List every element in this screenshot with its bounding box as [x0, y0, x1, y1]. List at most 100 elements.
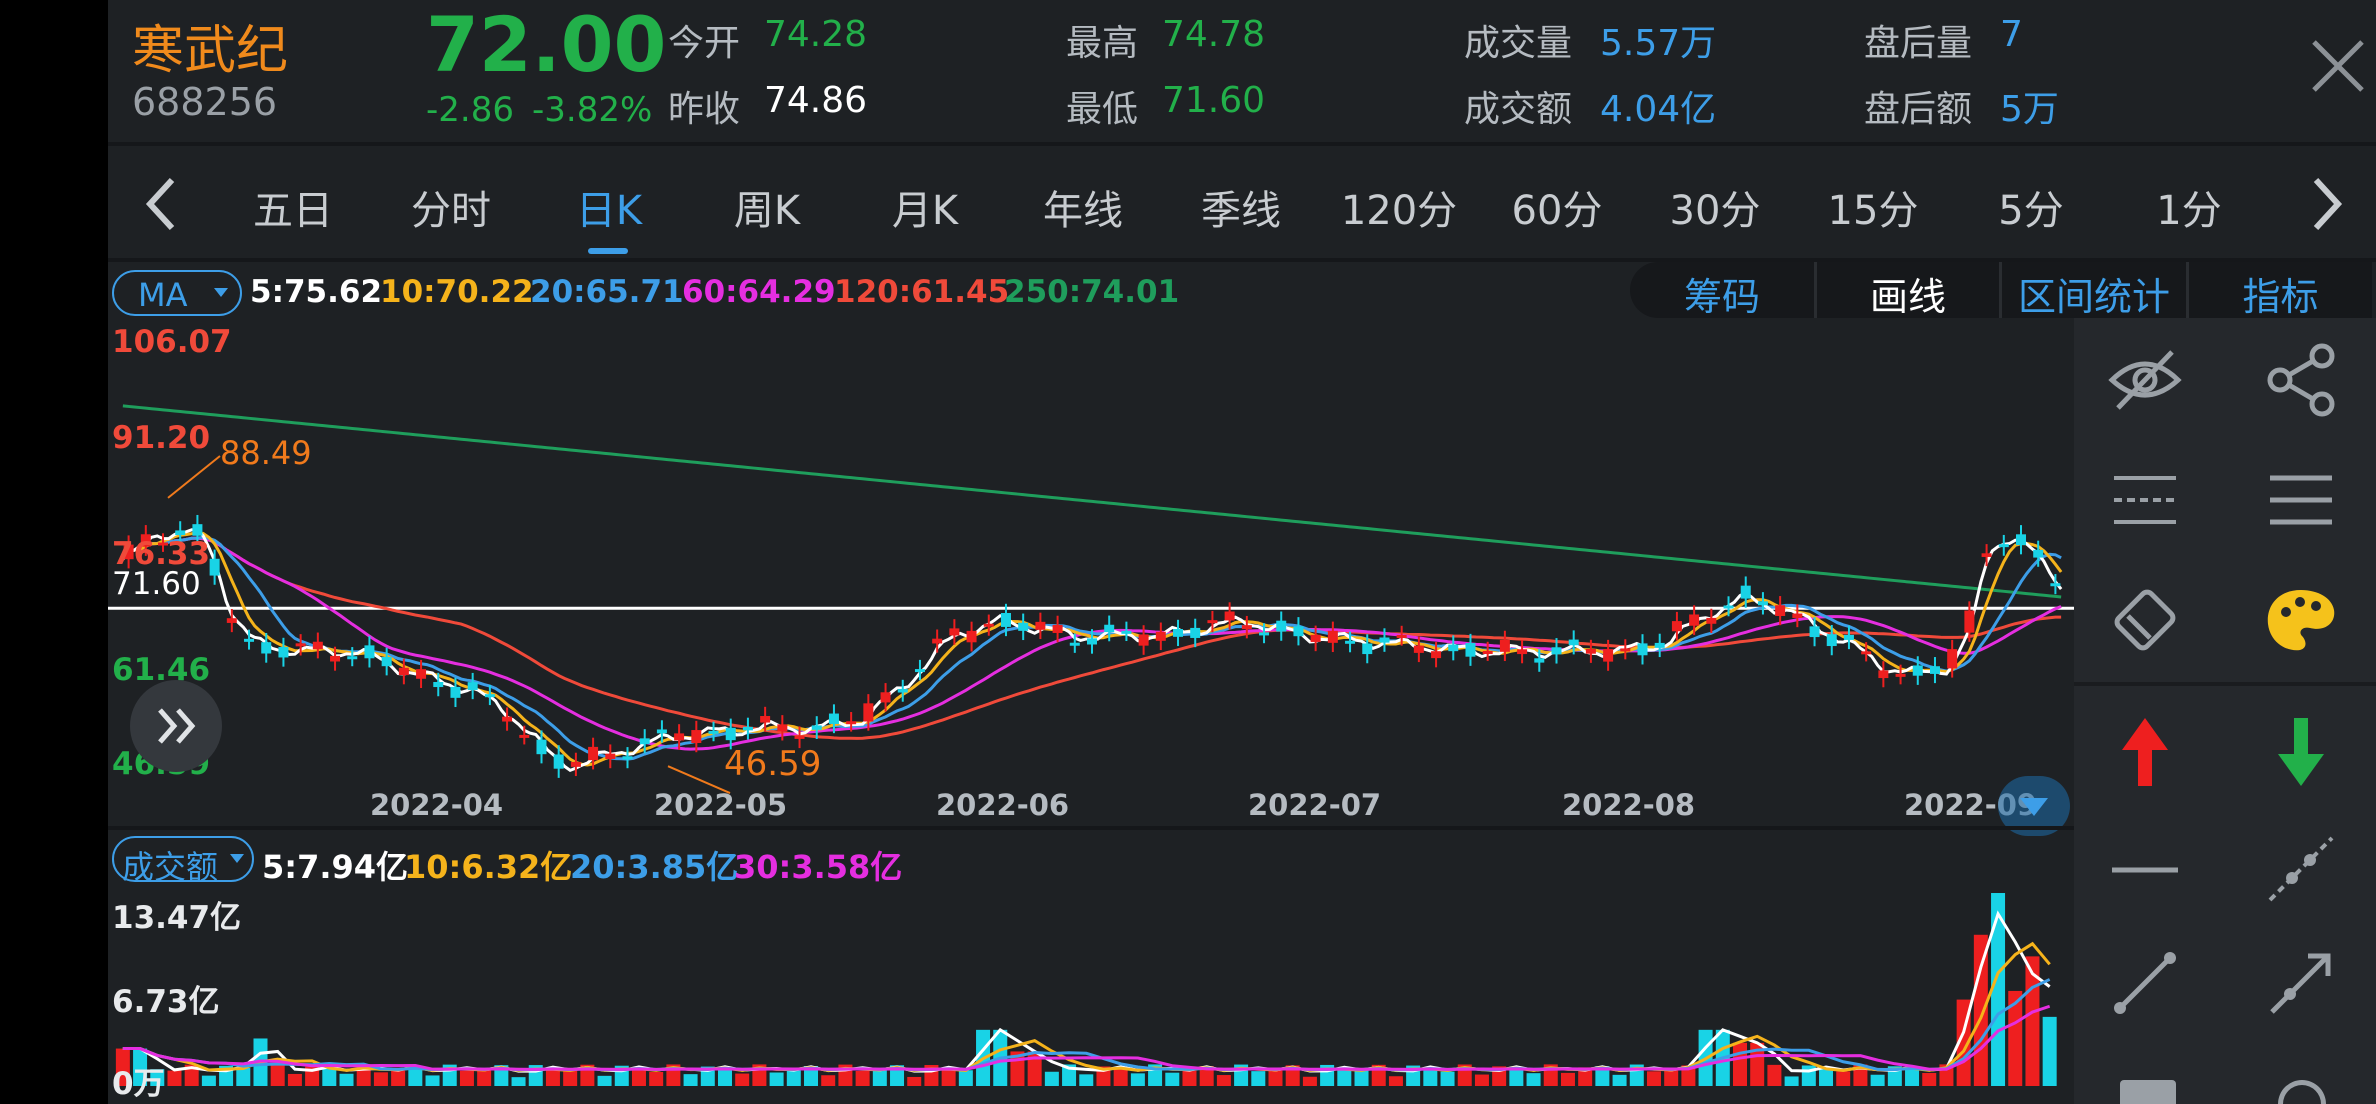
candle-body	[570, 761, 581, 767]
toolbar-divider	[2074, 682, 2376, 686]
tab-monthly-k[interactable]: 月K	[891, 188, 959, 234]
tab-15min[interactable]: 15分	[1827, 188, 1919, 234]
volume-bar	[1285, 1065, 1300, 1086]
volume-bar	[1767, 1064, 1782, 1086]
candle-body	[880, 692, 891, 703]
chevron-left-icon	[145, 177, 175, 231]
candlestick-chart[interactable]	[108, 318, 2074, 822]
volume-bar	[1440, 1071, 1455, 1086]
tab-weekly-k[interactable]: 周K	[733, 188, 801, 234]
candle-body	[2015, 534, 2026, 546]
double-chevron-right-icon	[158, 708, 196, 744]
volume-bar	[769, 1072, 784, 1086]
horizontal-line-icon[interactable]	[2100, 824, 2190, 914]
chart-divider	[108, 826, 2074, 830]
share-icon[interactable]	[2256, 334, 2346, 424]
chips-button[interactable]: 筹码	[1683, 275, 1760, 319]
dotted-ray-icon[interactable]	[2256, 824, 2346, 914]
candle-body	[605, 753, 616, 760]
ma250-value: 250:74.01	[1004, 274, 1180, 310]
candle-body	[1207, 620, 1218, 624]
tab-5min[interactable]: 5分	[1998, 188, 2064, 234]
date-label: 2022-05	[654, 788, 788, 822]
volume-axis-mid: 6.73亿	[112, 984, 220, 1020]
volume-indicator-selector[interactable]: 成交额	[112, 836, 254, 886]
volume-bar	[1251, 1071, 1266, 1086]
tab-quarterly[interactable]: 季线	[1201, 188, 1281, 234]
volume-bar	[717, 1066, 732, 1086]
volume-bar	[1578, 1067, 1593, 1086]
candle-body	[2033, 549, 2044, 558]
candle-body	[932, 638, 943, 644]
tabs-prev-button[interactable]	[138, 174, 188, 234]
expand-button[interactable]	[130, 680, 222, 772]
tab-intraday[interactable]: 分时	[411, 188, 491, 234]
hide-eye-icon[interactable]	[2100, 334, 2190, 424]
volume-bar	[649, 1071, 664, 1086]
range-stats-button[interactable]: 区间统计	[2017, 275, 2170, 319]
ma60-value: 60:64.29	[682, 274, 836, 310]
quote-label-turnover: 成交额	[1464, 89, 1573, 130]
candle-body	[1155, 631, 1166, 641]
volume-bar	[1354, 1070, 1369, 1086]
candle-body	[1792, 613, 1803, 618]
palette-icon[interactable]	[2256, 576, 2346, 666]
chart-tool-group: 筹码 画线 区间统计 指标	[1630, 262, 2372, 319]
candle-body	[1861, 651, 1872, 655]
tab-120min[interactable]: 120分	[1340, 188, 1458, 234]
tab-five-day[interactable]: 五日	[253, 188, 333, 234]
candle-body	[1603, 649, 1614, 662]
volume-bar	[1664, 1068, 1679, 1086]
tab-30min[interactable]: 30分	[1669, 188, 1761, 234]
volume-bar	[1268, 1068, 1283, 1086]
candle-body	[1345, 640, 1356, 644]
tab-yearly[interactable]: 年线	[1043, 188, 1123, 234]
eraser-icon[interactable]	[2100, 576, 2190, 666]
tab-60min[interactable]: 60分	[1511, 188, 1603, 234]
volume-bar	[1681, 1065, 1696, 1086]
close-button[interactable]	[2306, 34, 2370, 98]
candle-body	[1482, 650, 1493, 654]
candle-body	[1947, 649, 1958, 669]
indicator-selector[interactable]: MA	[112, 270, 242, 316]
indicators-button[interactable]: 指标	[2242, 275, 2319, 319]
quote-value-volume: 5.57万	[1600, 23, 1717, 64]
draw-lines-button[interactable]: 画线	[1869, 275, 1946, 319]
volume-selector-label: 成交额	[122, 848, 219, 886]
tool-divider	[1999, 262, 2002, 318]
tab-daily-k[interactable]: 日K	[575, 188, 643, 234]
current-price: 72.00	[426, 0, 667, 89]
volume-bar	[2042, 1016, 2057, 1086]
volume-bar	[1130, 1073, 1145, 1086]
candle-body	[502, 716, 513, 722]
amount-ma10-value: 10:6.32亿	[404, 848, 573, 886]
solid-lines-icon[interactable]	[2256, 456, 2346, 546]
candle-body	[725, 727, 736, 741]
ray-arrow-icon[interactable]	[2256, 938, 2346, 1028]
candle-body	[244, 638, 255, 642]
tab-1min[interactable]: 1分	[2156, 188, 2222, 234]
volume-bar	[1216, 1075, 1231, 1086]
candle-body	[1534, 658, 1545, 663]
up-arrow-icon[interactable]	[2100, 706, 2190, 796]
candle-body	[1517, 649, 1528, 655]
volume-bar	[425, 1075, 440, 1086]
volume-axis-bottom: 0万	[112, 1066, 165, 1102]
more-tool-icon[interactable]	[2120, 1080, 2176, 1104]
volume-bar	[1905, 1067, 1920, 1086]
dashed-lines-icon[interactable]	[2100, 456, 2190, 546]
segment-line-icon[interactable]	[2100, 938, 2190, 1028]
candle-body	[123, 544, 134, 560]
volume-bar	[821, 1075, 836, 1086]
candle-body	[691, 730, 702, 743]
more-tool-icon[interactable]	[2278, 1080, 2326, 1104]
volume-bar	[855, 1070, 870, 1086]
quote-value-high: 74.78	[1162, 14, 1266, 55]
volume-bar	[1113, 1067, 1128, 1086]
down-arrow-icon[interactable]	[2256, 706, 2346, 796]
volume-bar	[631, 1068, 646, 1086]
volume-chart[interactable]	[108, 886, 2074, 1096]
tabs-next-button[interactable]	[2300, 174, 2350, 234]
quote-label-after-volume: 盘后量	[1864, 23, 1973, 64]
candle-body	[1379, 637, 1390, 643]
